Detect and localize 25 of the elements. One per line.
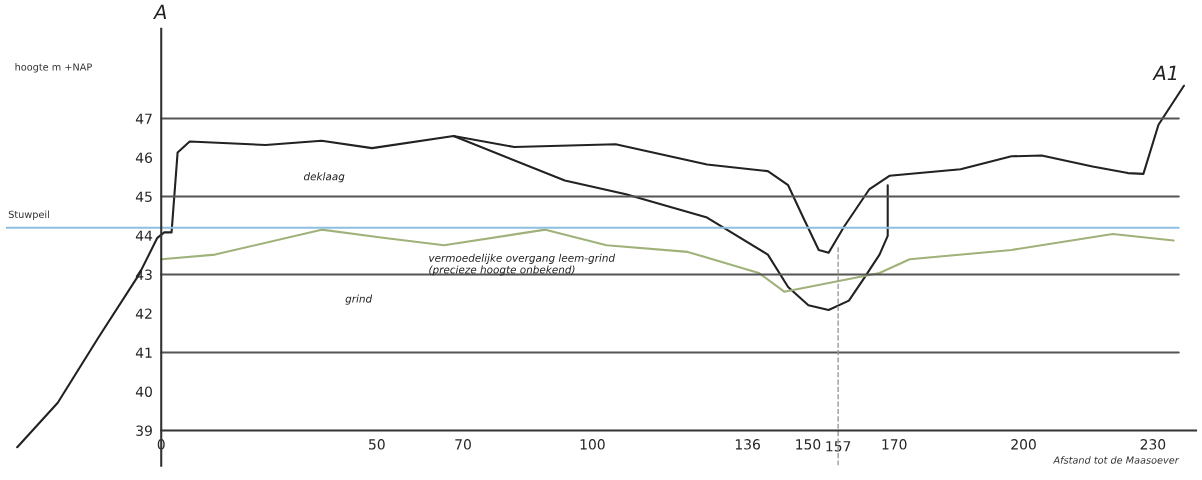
y-tick-label: 44	[135, 230, 153, 241]
x-axis-title: Afstand tot de Maasoever	[1052, 456, 1180, 464]
y-tick-label: 41	[135, 347, 152, 358]
text: A	[153, 4, 167, 19]
annotation: A1	[1152, 65, 1177, 81]
x-tick-label: 150	[796, 439, 821, 450]
x-tick-label: 100	[580, 439, 605, 450]
y-tick-label: 45	[135, 191, 152, 202]
y-tick-label: 42	[135, 308, 152, 319]
ref-line-label: Stuwpeil	[8, 210, 49, 220]
annotation: grind	[345, 294, 373, 305]
x-tick-label: 170	[882, 439, 907, 450]
x-tick-label: 157	[826, 441, 851, 452]
y-tick-label: 40	[135, 386, 152, 397]
annotation: vermoedelijke overgang leem-grind (precieze hoogte onbekend)	[429, 253, 616, 276]
y-tick-label: 47	[135, 113, 152, 124]
annotation: deklaag	[303, 172, 345, 183]
y-axis-title: hoogte m +NAP	[15, 63, 92, 73]
x-tick-label: 50	[369, 439, 385, 450]
x-tick-label: 200	[1011, 439, 1036, 450]
y-tick-label: 46	[135, 152, 153, 163]
x-tick-label: 230	[1140, 439, 1166, 450]
x-tick-label: 70	[455, 439, 471, 450]
y-tick-label: 39	[136, 425, 152, 436]
x-tick-label: 136	[735, 439, 760, 450]
